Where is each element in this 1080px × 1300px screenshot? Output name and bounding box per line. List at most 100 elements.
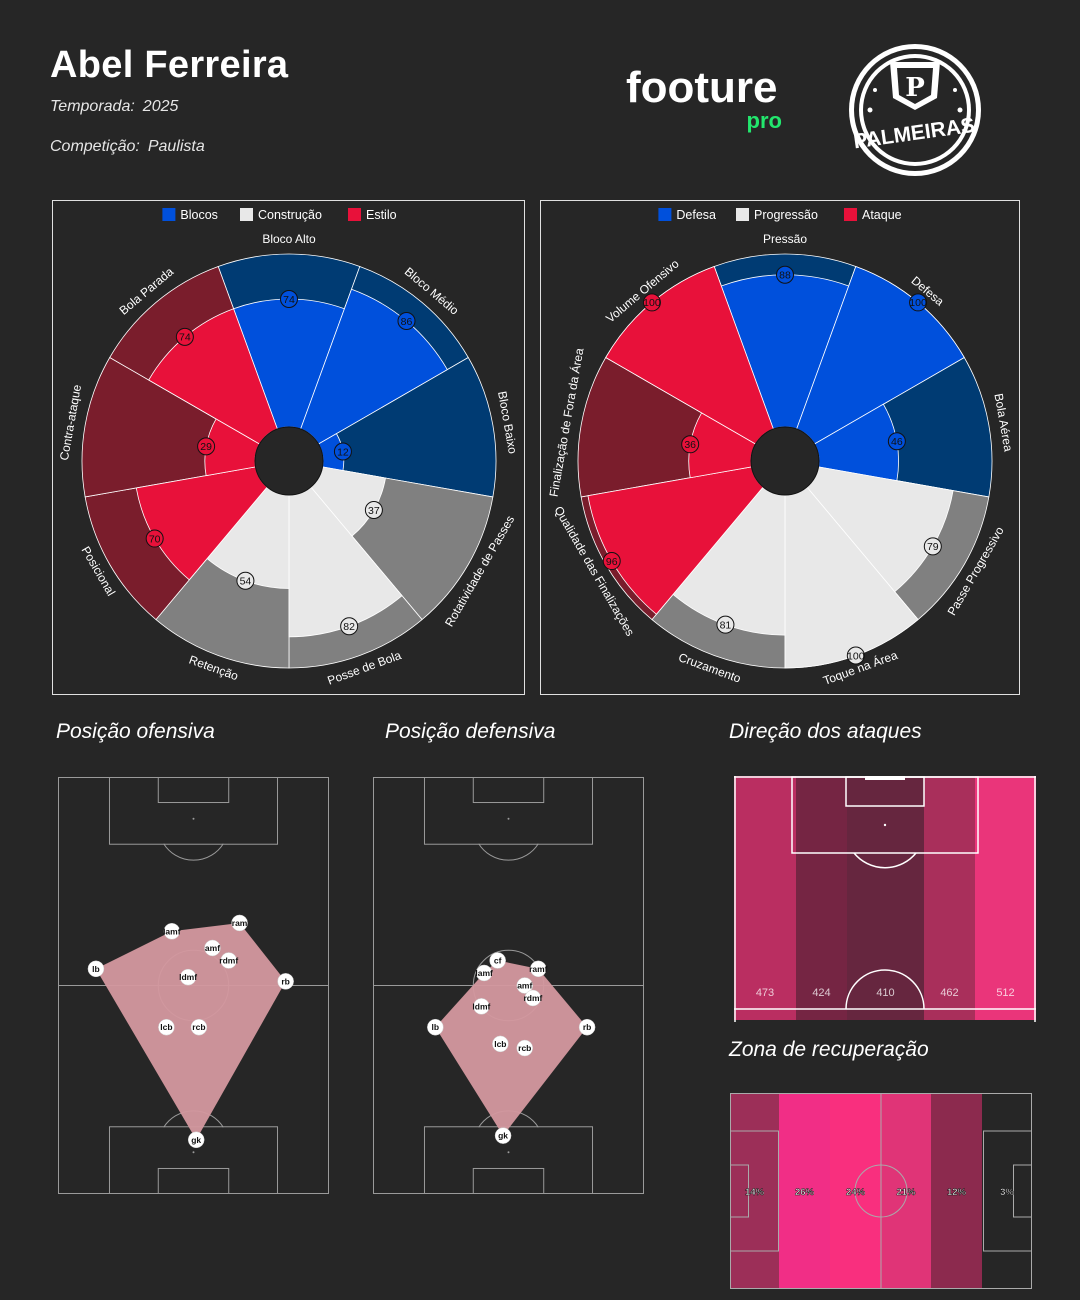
- competition-value: Paulista: [147, 138, 205, 155]
- player-marker: [578, 1018, 596, 1036]
- legend-label: Estilo: [366, 208, 397, 222]
- brand-sub: pro: [747, 108, 782, 133]
- legend-label: Blocos: [180, 208, 218, 222]
- value-label: 88: [779, 270, 791, 282]
- attack-direction-title: Direção dos ataques: [729, 720, 922, 743]
- player-label: lamf: [163, 926, 181, 936]
- category-label: Contra-ataque: [57, 383, 84, 461]
- competition-label: Competição:: [50, 138, 140, 155]
- player-marker: [190, 1018, 208, 1036]
- player-label: rcb: [518, 1043, 531, 1053]
- zone-value: 24%: [846, 1187, 866, 1198]
- player-label: rb: [583, 1022, 592, 1032]
- value-label: 100: [643, 297, 661, 309]
- club-crest-logo: P PALMEIRAS: [845, 40, 985, 185]
- category-label: Bola Aérea: [991, 392, 1015, 453]
- player-label: ldmf: [472, 1001, 490, 1011]
- value-badge: [397, 311, 416, 330]
- legend-label: Progressão: [754, 208, 818, 222]
- player-label: rcb: [192, 1022, 205, 1032]
- zone-value: 3%: [1000, 1187, 1014, 1198]
- value-label: 74: [179, 332, 191, 344]
- formation-hull: [95, 922, 286, 1140]
- goal-box-top: [472, 777, 545, 804]
- player-label: amf: [517, 981, 532, 991]
- player-marker: [492, 1035, 509, 1053]
- footure-logo: footure pro: [626, 62, 796, 142]
- player-label: rdmf: [523, 993, 542, 1003]
- arc-top: [478, 843, 539, 861]
- legend-label: Construção: [258, 208, 322, 222]
- player-label: cf: [494, 955, 502, 965]
- zone-cell: [982, 1093, 1032, 1289]
- goal-box-right: [1013, 1164, 1032, 1218]
- player-marker: [516, 977, 534, 994]
- defensive-position-title: Posição defensiva: [385, 720, 556, 743]
- value-badge: [175, 327, 194, 346]
- player-label: rdmf: [219, 955, 238, 965]
- offensive-position-title: Posição ofensiva: [56, 720, 215, 743]
- value-badge: [776, 265, 794, 284]
- goal-box-bottom: [472, 1167, 545, 1194]
- offensive-position-pitch: lamf ram amf rdmf ldmf lb rb lcb rcb gk: [58, 777, 329, 1194]
- recovery-zone-heatmap: 14% 26% 24% 21% 12% 3%: [730, 1093, 1032, 1289]
- svg-text:P: P: [905, 73, 925, 103]
- season-value: 2025: [142, 98, 179, 115]
- value-badge: [923, 537, 942, 556]
- player-marker: [204, 939, 221, 957]
- value-label: 46: [891, 436, 903, 448]
- player-marker: [87, 960, 105, 978]
- radar-panel-performance: Defesa Progressão Ataque 88 Pressão 100 Defesa…: [540, 200, 1020, 695]
- radar-center: [254, 426, 324, 496]
- lane-cell: [924, 776, 975, 1020]
- player-marker: [187, 1131, 205, 1149]
- player-marker: [277, 973, 294, 990]
- value-label: 96: [606, 556, 618, 568]
- player-marker: [524, 989, 542, 1007]
- value-badge: [846, 646, 865, 665]
- player-label: gk: [191, 1135, 201, 1145]
- goal-box-top: [157, 777, 230, 804]
- brand-name: footure: [626, 63, 778, 112]
- lane-cell: [847, 776, 924, 1020]
- goal-box-left: [730, 1164, 749, 1218]
- player-label: amf: [205, 943, 220, 953]
- lane-cell: [975, 776, 1036, 1020]
- player-label: gk: [498, 1131, 508, 1141]
- value-badge: [716, 615, 735, 634]
- category-label: Pressão: [763, 232, 807, 246]
- player-marker: [231, 914, 248, 932]
- value-label: 82: [343, 621, 355, 633]
- value-badge: [145, 529, 164, 548]
- goal: [865, 776, 905, 780]
- zone-value: 14%: [745, 1187, 765, 1198]
- player-marker: [163, 923, 181, 940]
- value-label: 86: [401, 316, 413, 328]
- coach-name: Abel Ferreira: [50, 44, 289, 86]
- recovery-zone-title: Zona de recuperação: [729, 1038, 929, 1061]
- goal-box-bottom: [157, 1167, 230, 1194]
- player-label: ldmf: [179, 972, 197, 982]
- value-badge: [909, 293, 928, 312]
- center-circle: [854, 1164, 908, 1218]
- season-label: Temporada:: [50, 98, 135, 115]
- value-label: 79: [927, 541, 939, 553]
- penalty-spot: [883, 823, 887, 827]
- value-label: 36: [684, 439, 696, 451]
- value-label: 100: [909, 297, 927, 309]
- penalty-spot: [192, 1151, 195, 1154]
- player-marker: [489, 952, 506, 969]
- value-badge: [197, 437, 216, 456]
- value-badge: [602, 552, 621, 571]
- radar-chart-performance: Defesa Progressão Ataque88Pressão100Defesa…: [546, 208, 1016, 688]
- value-badge: [280, 289, 298, 308]
- value-badge: [340, 617, 359, 636]
- player-label: ramf: [529, 964, 548, 974]
- player-label: lcb: [160, 1022, 172, 1032]
- player-marker: [220, 952, 237, 969]
- player-marker: [475, 964, 493, 982]
- value-label: 29: [200, 441, 212, 453]
- penalty-spot: [507, 1151, 510, 1154]
- penalty-arc: [853, 852, 917, 869]
- value-badge: [681, 435, 700, 454]
